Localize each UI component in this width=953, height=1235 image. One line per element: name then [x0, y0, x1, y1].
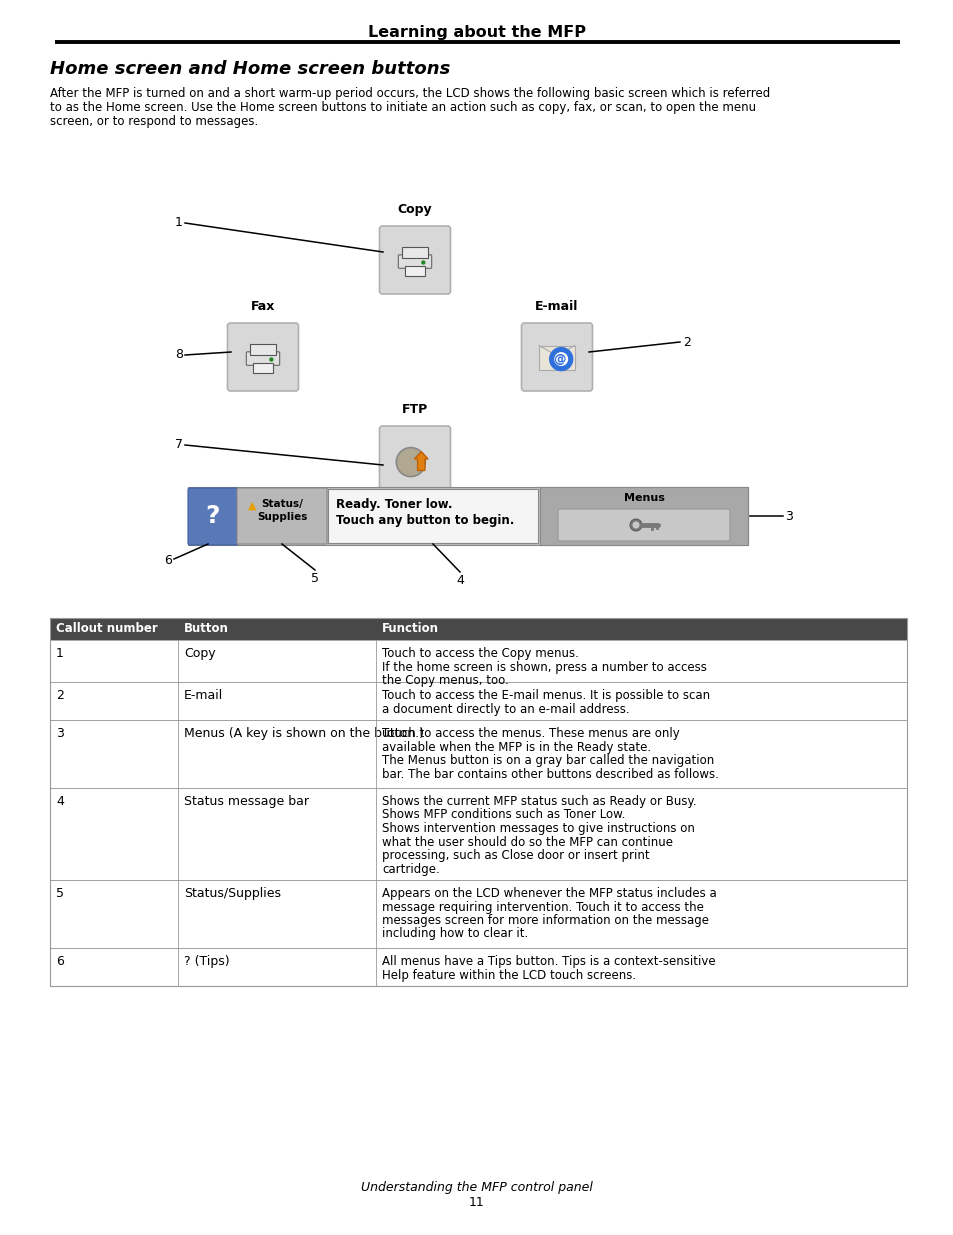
- Text: ?: ?: [206, 504, 220, 529]
- FancyBboxPatch shape: [379, 226, 450, 294]
- Text: bar. The bar contains other buttons described as follows.: bar. The bar contains other buttons desc…: [381, 767, 719, 781]
- Text: E-mail: E-mail: [184, 689, 223, 701]
- Bar: [188, 487, 747, 545]
- FancyBboxPatch shape: [379, 426, 450, 494]
- Text: Shows MFP conditions such as Toner Low.: Shows MFP conditions such as Toner Low.: [381, 809, 625, 821]
- Text: FTP: FTP: [401, 403, 428, 416]
- Text: to as the Home screen. Use the Home screen buttons to initiate an action such as: to as the Home screen. Use the Home scre…: [50, 101, 756, 114]
- Text: Copy: Copy: [397, 203, 432, 216]
- FancyBboxPatch shape: [521, 324, 592, 391]
- FancyBboxPatch shape: [251, 345, 275, 354]
- Text: messages screen for more information on the message: messages screen for more information on …: [381, 914, 708, 927]
- Bar: [50, 720, 906, 788]
- Text: 2: 2: [56, 689, 64, 701]
- Text: 5: 5: [311, 572, 318, 585]
- Circle shape: [397, 450, 423, 475]
- Text: 1: 1: [56, 647, 64, 659]
- Text: Menus (A key is shown on the button.): Menus (A key is shown on the button.): [184, 727, 423, 740]
- FancyBboxPatch shape: [246, 352, 279, 366]
- Bar: [50, 948, 906, 986]
- Text: cartridge.: cartridge.: [381, 862, 439, 876]
- Text: All menus have a Tips button. Tips is a context-sensitive: All menus have a Tips button. Tips is a …: [381, 955, 715, 968]
- Text: screen, or to respond to messages.: screen, or to respond to messages.: [50, 115, 258, 128]
- Text: Status/Supplies: Status/Supplies: [184, 887, 281, 900]
- Text: 2: 2: [682, 336, 690, 348]
- Text: ▲: ▲: [248, 501, 256, 511]
- Bar: [50, 618, 906, 640]
- Text: Copy: Copy: [184, 647, 215, 659]
- Text: @: @: [553, 352, 565, 366]
- Circle shape: [629, 519, 641, 531]
- Text: Home screen and Home screen buttons: Home screen and Home screen buttons: [50, 61, 450, 78]
- Text: Shows the current MFP status such as Ready or Busy.: Shows the current MFP status such as Rea…: [381, 795, 696, 808]
- Text: Ready. Toner low.: Ready. Toner low.: [335, 498, 452, 511]
- Text: a document directly to an e-mail address.: a document directly to an e-mail address…: [381, 703, 629, 715]
- Text: including how to clear it.: including how to clear it.: [381, 927, 528, 941]
- Text: ? (Tips): ? (Tips): [184, 955, 230, 968]
- Text: 7: 7: [174, 438, 183, 452]
- Text: 1: 1: [175, 216, 183, 230]
- Text: what the user should do so the MFP can continue: what the user should do so the MFP can c…: [381, 836, 672, 848]
- Text: 6: 6: [56, 955, 64, 968]
- Text: message requiring intervention. Touch it to access the: message requiring intervention. Touch it…: [381, 900, 703, 914]
- Text: Learning about the MFP: Learning about the MFP: [368, 25, 585, 40]
- Text: Appears on the LCD whenever the MFP status includes a: Appears on the LCD whenever the MFP stat…: [381, 887, 716, 900]
- Text: Shows intervention messages to give instructions on: Shows intervention messages to give inst…: [381, 823, 694, 835]
- FancyBboxPatch shape: [227, 324, 298, 391]
- Text: 8: 8: [174, 348, 183, 362]
- FancyBboxPatch shape: [538, 346, 574, 369]
- FancyBboxPatch shape: [402, 247, 427, 258]
- Text: Menus: Menus: [623, 493, 663, 503]
- Text: available when the MFP is in the Ready state.: available when the MFP is in the Ready s…: [381, 741, 651, 753]
- Bar: [50, 618, 906, 986]
- Text: processing, such as Close door or insert print: processing, such as Close door or insert…: [381, 848, 649, 862]
- Text: 11: 11: [469, 1197, 484, 1209]
- Text: Understanding the MFP control panel: Understanding the MFP control panel: [360, 1181, 593, 1193]
- Bar: [539, 487, 747, 545]
- Bar: [50, 682, 906, 720]
- Bar: [328, 489, 537, 543]
- Text: Button: Button: [184, 622, 229, 636]
- Text: Function: Function: [381, 622, 438, 636]
- FancyBboxPatch shape: [236, 488, 327, 543]
- Text: 6: 6: [164, 553, 172, 567]
- Bar: [50, 881, 906, 948]
- Text: After the MFP is turned on and a short warm-up period occurs, the LCD shows the : After the MFP is turned on and a short w…: [50, 86, 769, 100]
- Circle shape: [632, 521, 639, 529]
- Text: the Copy menus, too.: the Copy menus, too.: [381, 674, 508, 687]
- Text: Touch to access the E-mail menus. It is possible to scan: Touch to access the E-mail menus. It is …: [381, 689, 709, 701]
- Circle shape: [395, 447, 425, 477]
- FancyBboxPatch shape: [404, 267, 425, 275]
- Text: Callout number: Callout number: [56, 622, 157, 636]
- Text: Status message bar: Status message bar: [184, 795, 309, 808]
- Circle shape: [270, 358, 273, 361]
- Text: 5: 5: [56, 887, 64, 900]
- Text: E-mail: E-mail: [535, 300, 578, 312]
- Text: The Menus button is on a gray bar called the navigation: The Menus button is on a gray bar called…: [381, 755, 714, 767]
- FancyBboxPatch shape: [188, 488, 237, 545]
- Text: 3: 3: [784, 510, 792, 522]
- Text: Fax: Fax: [251, 300, 274, 312]
- Text: Touch any button to begin.: Touch any button to begin.: [335, 514, 514, 527]
- Text: 4: 4: [456, 574, 463, 587]
- Text: Touch to access the Copy menus.: Touch to access the Copy menus.: [381, 647, 578, 659]
- Bar: [50, 640, 906, 682]
- Circle shape: [549, 347, 572, 370]
- Text: Touch to access the menus. These menus are only: Touch to access the menus. These menus a…: [381, 727, 679, 740]
- Text: Help feature within the LCD touch screens.: Help feature within the LCD touch screen…: [381, 968, 636, 982]
- Bar: [50, 788, 906, 881]
- Text: If the home screen is shown, press a number to access: If the home screen is shown, press a num…: [381, 661, 706, 673]
- FancyBboxPatch shape: [253, 363, 274, 373]
- Text: 4: 4: [56, 795, 64, 808]
- FancyArrow shape: [414, 452, 428, 471]
- Text: 3: 3: [56, 727, 64, 740]
- Text: Status/: Status/: [261, 499, 303, 509]
- Text: Supplies: Supplies: [256, 513, 307, 522]
- FancyBboxPatch shape: [398, 254, 431, 268]
- FancyBboxPatch shape: [558, 509, 729, 541]
- Circle shape: [555, 353, 567, 366]
- Circle shape: [421, 261, 424, 264]
